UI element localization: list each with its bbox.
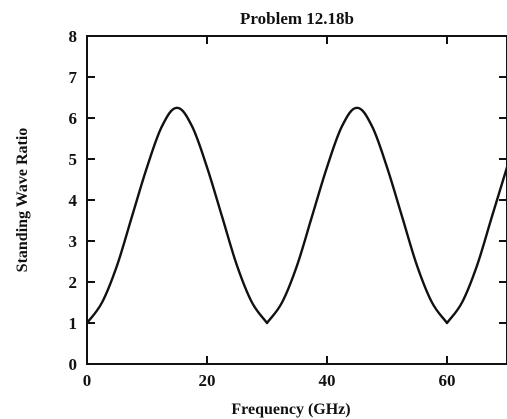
y-tick-label: 8 (69, 27, 78, 46)
series-line (86, 106, 507, 325)
axis-tick-labels: 0 1 2 3 4 5 6 7 8 0 20 40 60 (69, 27, 456, 390)
y-tick-label: 1 (69, 314, 78, 333)
plot-frame (86, 35, 507, 365)
x-tick-label: 20 (199, 371, 216, 390)
y-tick-label: 3 (69, 232, 78, 251)
chart-title: Problem 12.18b (240, 9, 354, 28)
y-tick-label: 2 (69, 273, 78, 292)
y-tick-label: 6 (69, 109, 78, 128)
y-tick-label: 7 (69, 68, 78, 87)
y-tick-label: 5 (69, 150, 78, 169)
x-tick-label: 40 (319, 371, 336, 390)
x-tick-label: 0 (83, 371, 92, 390)
y-tick-label: 0 (69, 355, 78, 374)
axis-ticks (86, 35, 507, 365)
x-tick-label: 60 (439, 371, 456, 390)
x-axis-label: Frequency (GHz) (231, 401, 350, 418)
y-tick-label: 4 (69, 191, 78, 210)
y-axis-label: Standing Wave Ratio (14, 128, 31, 273)
